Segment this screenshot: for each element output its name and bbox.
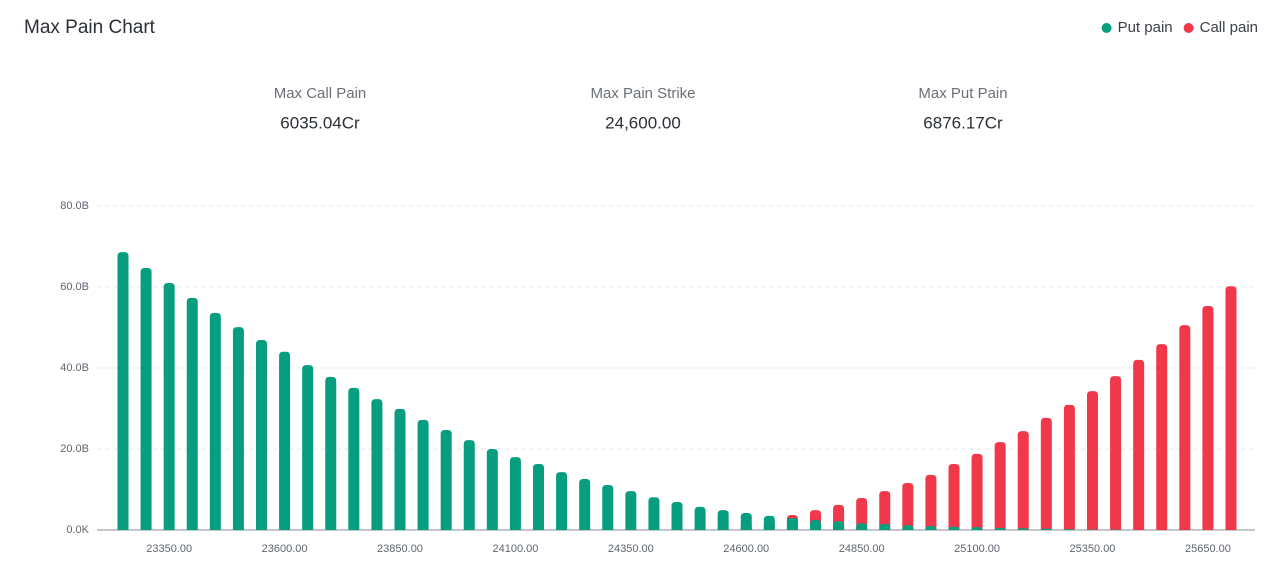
- bar: [140, 267, 152, 530]
- x-tick-label: 24850.00: [839, 543, 885, 555]
- bar: [1225, 286, 1237, 530]
- x-tick-label: 23850.00: [377, 543, 423, 555]
- legend-marker: [1101, 23, 1112, 33]
- bar: [117, 252, 129, 531]
- bar: [1040, 417, 1052, 530]
- bar: [971, 453, 983, 530]
- stat-value: 6035.04Cr: [280, 113, 360, 132]
- bar: [371, 399, 383, 530]
- bar: [948, 463, 960, 530]
- bar: [879, 491, 891, 530]
- chart-title: Max Pain Chart: [24, 17, 156, 38]
- stat-label: Max Put Pain: [918, 85, 1007, 102]
- bar: [925, 474, 937, 530]
- bar: [1017, 528, 1029, 530]
- stat-label: Max Call Pain: [274, 85, 367, 102]
- bar: [279, 351, 291, 530]
- bar: [740, 512, 752, 530]
- bar: [810, 519, 821, 530]
- bar: [579, 478, 591, 530]
- x-tick-label: 23350.00: [146, 543, 192, 555]
- bar: [994, 442, 1006, 530]
- bar: [302, 365, 314, 530]
- bar: [186, 297, 198, 530]
- bar: [556, 472, 568, 530]
- bar: [463, 440, 475, 530]
- bar: [717, 510, 729, 530]
- stat-label: Max Pain Strike: [590, 85, 695, 102]
- bar: [1133, 359, 1145, 530]
- bar: [509, 457, 521, 530]
- bar: [1202, 306, 1214, 530]
- legend-marker: [1183, 23, 1194, 33]
- bar: [602, 485, 614, 530]
- y-tick-label: 40.0B: [60, 362, 89, 374]
- bar: [948, 526, 960, 530]
- bar: [671, 502, 683, 530]
- bar: [833, 521, 845, 530]
- stat-value: 6876.17Cr: [923, 113, 1003, 132]
- bar: [902, 525, 914, 530]
- bar: [533, 463, 544, 530]
- legend-label: Put pain: [1118, 19, 1173, 36]
- bar: [625, 491, 637, 530]
- x-tick-label: 24100.00: [492, 543, 538, 555]
- bar: [440, 429, 452, 530]
- bar: [648, 497, 660, 530]
- bar: [902, 483, 914, 530]
- bar: [325, 376, 337, 530]
- bar: [394, 408, 406, 530]
- x-tick-label: 24350.00: [608, 543, 654, 555]
- x-tick-label: 25650.00: [1185, 543, 1231, 555]
- bar: [1040, 528, 1052, 530]
- bar: [232, 327, 244, 530]
- y-tick-label: 20.0B: [60, 443, 89, 455]
- bar: [163, 282, 175, 530]
- bar: [694, 506, 706, 530]
- y-tick-label: 0.0K: [66, 524, 89, 536]
- x-tick-label: 25350.00: [1070, 543, 1116, 555]
- bar: [256, 340, 267, 530]
- bar: [879, 523, 891, 530]
- bar: [856, 523, 868, 530]
- x-tick-label: 24600.00: [723, 543, 769, 555]
- bar: [1063, 404, 1075, 530]
- x-tick-label: 23600.00: [262, 543, 308, 555]
- bar: [1110, 376, 1122, 530]
- bar: [925, 525, 937, 530]
- bar: [1179, 325, 1191, 530]
- x-tick-label: 25100.00: [954, 543, 1000, 555]
- bar: [209, 312, 221, 530]
- legend-label: Call pain: [1200, 19, 1258, 36]
- bar: [971, 527, 983, 530]
- bar: [856, 498, 868, 530]
- bar: [486, 449, 498, 530]
- bar: [994, 527, 1006, 530]
- bar: [763, 515, 775, 530]
- y-tick-label: 80.0B: [60, 200, 89, 212]
- bar: [786, 517, 798, 530]
- stat-value: 24,600.00: [605, 113, 681, 132]
- bar: [1087, 391, 1098, 530]
- bar: [1156, 344, 1168, 530]
- bar: [348, 387, 360, 530]
- bar: [417, 419, 429, 530]
- bar: [1063, 529, 1075, 530]
- y-tick-label: 60.0B: [60, 281, 89, 293]
- bar: [1017, 431, 1029, 530]
